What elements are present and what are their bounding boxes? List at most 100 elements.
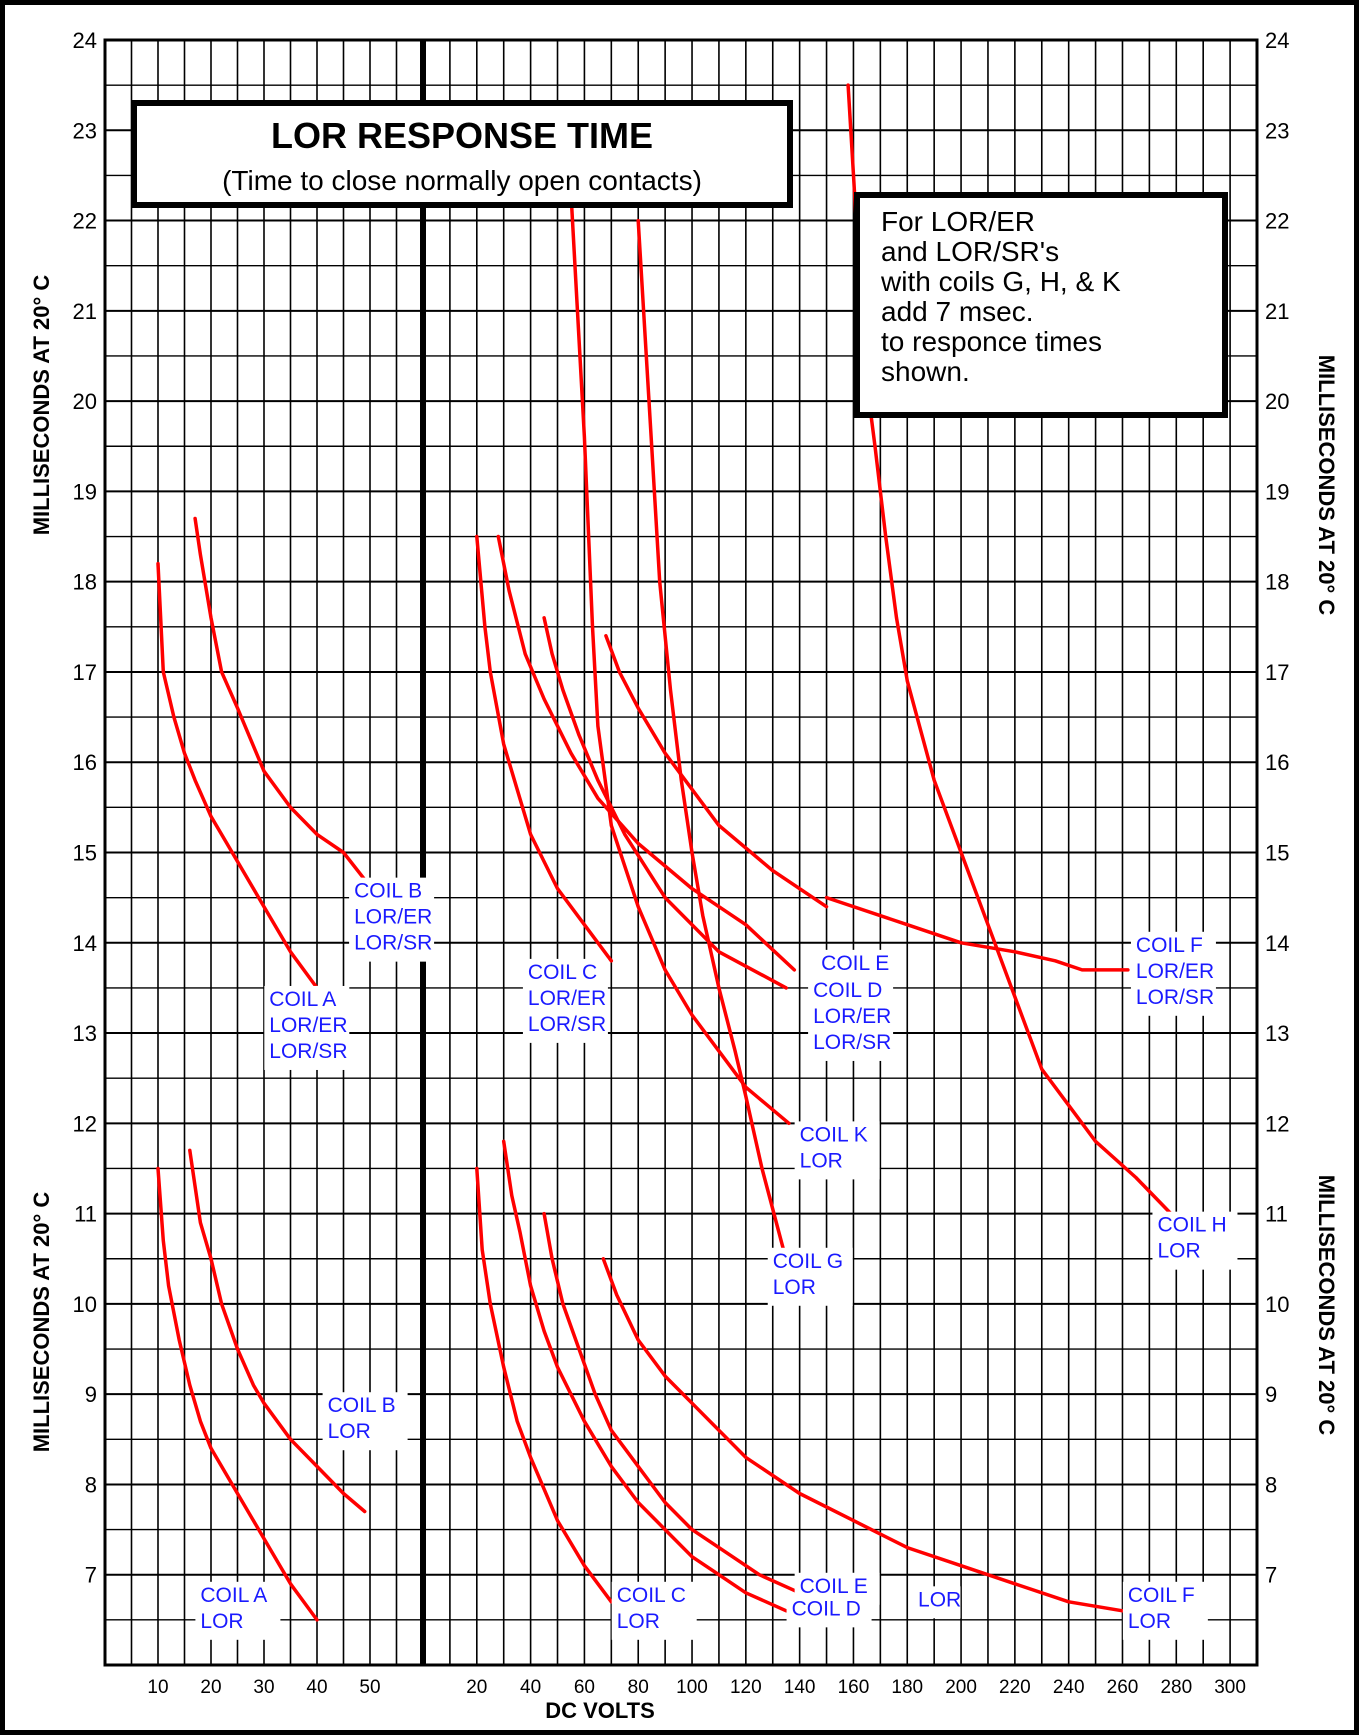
y-tick-label-right: 9 bbox=[1265, 1382, 1277, 1407]
curve-label-bg bbox=[816, 949, 902, 982]
curve-label: COIL F LOR bbox=[1122, 1581, 1208, 1640]
y-tick-label-left: 8 bbox=[85, 1472, 97, 1497]
curve-label: COIL D LOR/ER LOR/SR bbox=[808, 976, 894, 1061]
curve-label: COIL B LOR/ER LOR/SR bbox=[349, 877, 435, 962]
y-tick-label-left: 10 bbox=[73, 1292, 97, 1317]
curve-label-text: LOR bbox=[1128, 1610, 1171, 1633]
curve-coil-b-lor-er-lor-sr bbox=[193, 516, 367, 882]
y-axis-title-right-upper: MILLISECONDS AT 20° C bbox=[1314, 355, 1339, 616]
curve-label-text: LOR bbox=[617, 1610, 660, 1633]
x-tick-label-left: 10 bbox=[147, 1677, 168, 1698]
x-tick-label-right: 80 bbox=[628, 1677, 649, 1698]
y-tick-label-left: 9 bbox=[85, 1382, 97, 1407]
y-axis-title-right-lower: MILLISECONDS AT 20° C bbox=[1314, 1175, 1339, 1436]
x-tick-label-right: 220 bbox=[999, 1677, 1031, 1698]
curve-label-text: LOR/ER bbox=[354, 906, 432, 929]
curve-label-text: LOR/ER bbox=[813, 1005, 891, 1028]
curve-label-bg bbox=[786, 1595, 872, 1628]
x-tick-label-right: 20 bbox=[466, 1677, 487, 1698]
x-tick-label-right: 180 bbox=[891, 1677, 923, 1698]
curve-label-bg bbox=[1122, 1581, 1208, 1640]
curve-label: COIL H LOR bbox=[1152, 1211, 1238, 1270]
y-tick-label-left: 15 bbox=[73, 841, 97, 866]
curve-label-bg bbox=[322, 1392, 408, 1451]
curve-label-text: COIL C bbox=[617, 1584, 686, 1607]
curve-label-text: COIL E bbox=[800, 1575, 868, 1598]
x-tick-label-left: 40 bbox=[306, 1677, 327, 1698]
note-line: For LOR/ER bbox=[881, 206, 1035, 237]
note-line: with coils G, H, & K bbox=[880, 266, 1121, 297]
y-tick-label-right: 13 bbox=[1265, 1021, 1289, 1046]
curve-label-text: COIL B bbox=[328, 1394, 396, 1417]
curve-coil-c-lor-er-lor-sr bbox=[475, 534, 614, 963]
curve-label-text: LOR bbox=[328, 1420, 371, 1443]
curve-label-bg bbox=[611, 1581, 697, 1640]
curve-label: COIL G LOR bbox=[767, 1247, 853, 1306]
curve-label-bg bbox=[195, 1581, 281, 1640]
curve-label-bg bbox=[349, 877, 435, 962]
note-line: to responce times bbox=[881, 326, 1102, 357]
curve-label: COIL F LOR/ER LOR/SR bbox=[1130, 931, 1216, 1016]
y-tick-label-left: 21 bbox=[73, 299, 97, 324]
curve-label: COIL D bbox=[786, 1595, 872, 1628]
curve-label: COIL A LOR bbox=[195, 1581, 281, 1640]
y-axis-title-left-lower: MILLISECONDS AT 20° C bbox=[29, 1192, 54, 1453]
curve-label: COIL E bbox=[816, 949, 902, 982]
y-tick-label-right: 22 bbox=[1265, 209, 1289, 234]
x-tick-label-right: 260 bbox=[1107, 1677, 1139, 1698]
y-tick-label-left: 11 bbox=[74, 1202, 97, 1227]
curve-label-bg bbox=[264, 985, 350, 1070]
y-tick-label-left: 20 bbox=[73, 389, 97, 414]
x-tick-label-right: 140 bbox=[784, 1677, 816, 1698]
x-axis-title: DC VOLTS bbox=[545, 1698, 655, 1723]
curve-label-text: COIL B bbox=[354, 880, 422, 903]
note-line: add 7 msec. bbox=[881, 296, 1034, 327]
curve-label-text: COIL E bbox=[821, 952, 889, 975]
x-tick-label-right: 100 bbox=[676, 1677, 708, 1698]
curve-label-text: LOR/SR bbox=[269, 1040, 347, 1063]
curve-label-text: COIL A bbox=[269, 988, 336, 1011]
curve-label: COIL C LOR/ER LOR/SR bbox=[522, 958, 608, 1043]
x-tick-label-left: 50 bbox=[359, 1677, 380, 1698]
x-tick-label-left: 20 bbox=[200, 1677, 221, 1698]
y-tick-label-right: 19 bbox=[1265, 479, 1289, 504]
curve-coil-e-lor bbox=[542, 1211, 802, 1595]
note-line: and LOR/SR's bbox=[881, 236, 1059, 267]
y-tick-label-left: 12 bbox=[73, 1111, 97, 1136]
x-tick-label-right: 60 bbox=[574, 1677, 595, 1698]
curve-label: COIL A LOR/ER LOR/SR bbox=[264, 985, 350, 1070]
y-tick-label-left: 14 bbox=[73, 931, 97, 956]
curve-label-bg bbox=[522, 958, 608, 1043]
title-box: LOR RESPONSE TIME (Time to close normall… bbox=[131, 100, 793, 208]
curve-label-bg bbox=[794, 1121, 880, 1180]
curve-coil-d-lor-er-lor-sr bbox=[542, 616, 788, 990]
curve-label-text: LOR/SR bbox=[528, 1013, 606, 1036]
y-tick-label-left: 22 bbox=[73, 209, 97, 234]
curve-coil-c-lor-er-lor-sr-upper bbox=[496, 534, 797, 972]
response-time-chart: 7 7 8 8 9 9 10 10 11 11 12 12 13 13 14 14 15 15 16 16 17 17 18… bbox=[29, 28, 1339, 1723]
curve-label: COIL C LOR bbox=[611, 1581, 697, 1640]
x-tick-label-right: 160 bbox=[838, 1677, 870, 1698]
x-tick-labels: 10 20 30 40 50 20 40 60 80 100 120 140 160 180 200 220 2… bbox=[147, 1677, 1246, 1698]
x-tick-label-right: 200 bbox=[945, 1677, 977, 1698]
curve-label-text: COIL F bbox=[1128, 1584, 1195, 1607]
y-tick-labels: 7 7 8 8 9 9 10 10 11 11 12 12 13 13 14 14 15 15 16 16 17 17 18… bbox=[73, 28, 1290, 1588]
curve-coil-a-lor bbox=[156, 1166, 319, 1622]
curve-label-text: COIL C bbox=[528, 961, 597, 984]
y-tick-label-right: 16 bbox=[1265, 750, 1289, 775]
y-tick-label-left: 13 bbox=[73, 1021, 97, 1046]
y-tick-label-left: 16 bbox=[73, 750, 97, 775]
curve-label-text: LOR/SR bbox=[354, 932, 432, 955]
y-tick-label-left: 24 bbox=[73, 28, 97, 53]
curve-coil-f-lor bbox=[601, 1257, 1125, 1613]
x-tick-label-right: 300 bbox=[1214, 1677, 1246, 1698]
chart-title: LOR RESPONSE TIME bbox=[271, 115, 653, 156]
y-tick-label-right: 21 bbox=[1265, 299, 1289, 324]
curve-label-text: COIL H bbox=[1157, 1214, 1226, 1237]
curve-label-text: COIL A bbox=[200, 1584, 267, 1607]
curve-label: LOR bbox=[913, 1586, 961, 1619]
y-tick-label-right: 23 bbox=[1265, 118, 1289, 143]
